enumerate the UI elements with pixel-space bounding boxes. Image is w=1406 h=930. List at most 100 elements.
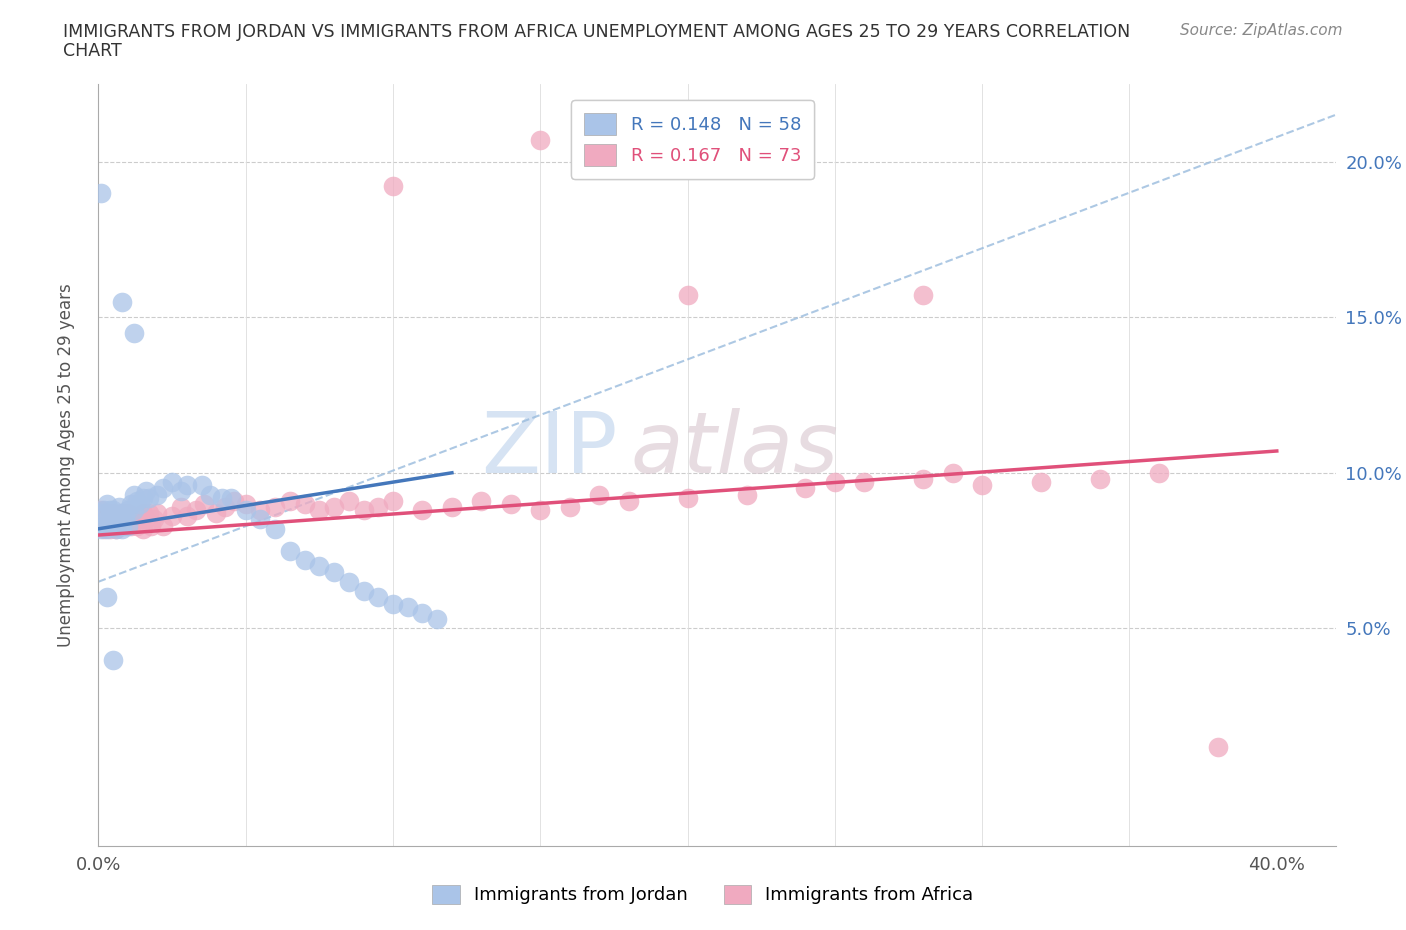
Text: CHART: CHART [63,42,122,60]
Point [122,503,145,518]
Point [122,326,145,340]
Point [160,509,183,524]
Point [122,509,145,524]
Point [128,512,150,527]
Point [93,518,115,533]
Point [200,487,222,502]
Point [131,490,153,505]
Point [367,499,389,514]
Point [190,478,212,493]
Y-axis label: Unemployment Among Ages 25 to 29 years: Unemployment Among Ages 25 to 29 years [56,283,75,647]
Point [98,503,121,518]
Point [117,518,139,533]
Point [101,652,124,667]
Point [131,506,153,521]
Point [105,522,128,537]
Point [98,518,121,533]
Point [1029,474,1052,489]
Point [101,503,124,518]
Point [111,506,134,521]
Point [96,590,118,604]
Point [264,499,287,514]
Point [794,481,817,496]
Point [942,465,965,480]
Point [90,506,112,521]
Point [105,509,128,524]
Point [143,512,166,527]
Point [676,288,699,303]
Point [205,506,228,521]
Point [294,497,316,512]
Point [96,518,118,533]
Point [122,487,145,502]
Point [211,490,233,505]
Point [111,518,134,533]
Point [170,499,193,514]
Point [111,294,134,309]
Point [396,599,419,614]
Point [108,512,131,527]
Point [114,518,136,533]
Point [146,506,169,521]
Point [824,474,846,489]
Point [135,484,157,498]
Point [152,518,174,533]
Point [558,499,581,514]
Point [411,605,433,620]
Point [101,506,124,521]
Point [278,493,301,508]
Point [353,584,375,599]
Point [499,497,522,512]
Point [117,512,139,527]
Point [146,487,169,502]
Point [219,490,242,505]
Point [125,493,148,508]
Point [108,512,131,527]
Point [323,499,346,514]
Point [93,503,115,518]
Point [1206,739,1229,754]
Point [382,493,405,508]
Point [235,503,257,518]
Point [98,509,121,524]
Point [108,518,131,533]
Text: atlas: atlas [630,408,838,491]
Point [440,499,463,514]
Point [152,481,174,496]
Point [93,522,115,537]
Point [676,490,699,505]
Point [214,499,236,514]
Point [98,522,121,537]
Point [101,518,124,533]
Point [1147,465,1170,480]
Point [120,518,142,533]
Point [382,179,405,193]
Point [529,503,551,518]
Point [96,512,118,527]
Point [426,612,449,627]
Point [125,518,148,533]
Legend: Immigrants from Jordan, Immigrants from Africa: Immigrants from Jordan, Immigrants from … [425,878,981,911]
Point [111,506,134,521]
Point [193,497,215,512]
Point [588,487,610,502]
Point [96,522,118,537]
Point [382,596,405,611]
Point [90,185,112,200]
Point [617,493,640,508]
Point [117,506,139,521]
Point [323,565,346,579]
Point [101,518,124,533]
Point [93,512,115,527]
Point [90,503,112,518]
Point [470,493,492,508]
Point [90,522,112,537]
Point [131,522,153,537]
Point [735,487,758,502]
Point [912,472,935,486]
Legend: R = 0.148   N = 58, R = 0.167   N = 73: R = 0.148 N = 58, R = 0.167 N = 73 [571,100,814,179]
Point [141,518,163,533]
Point [117,503,139,518]
Point [128,497,150,512]
Point [529,132,551,147]
